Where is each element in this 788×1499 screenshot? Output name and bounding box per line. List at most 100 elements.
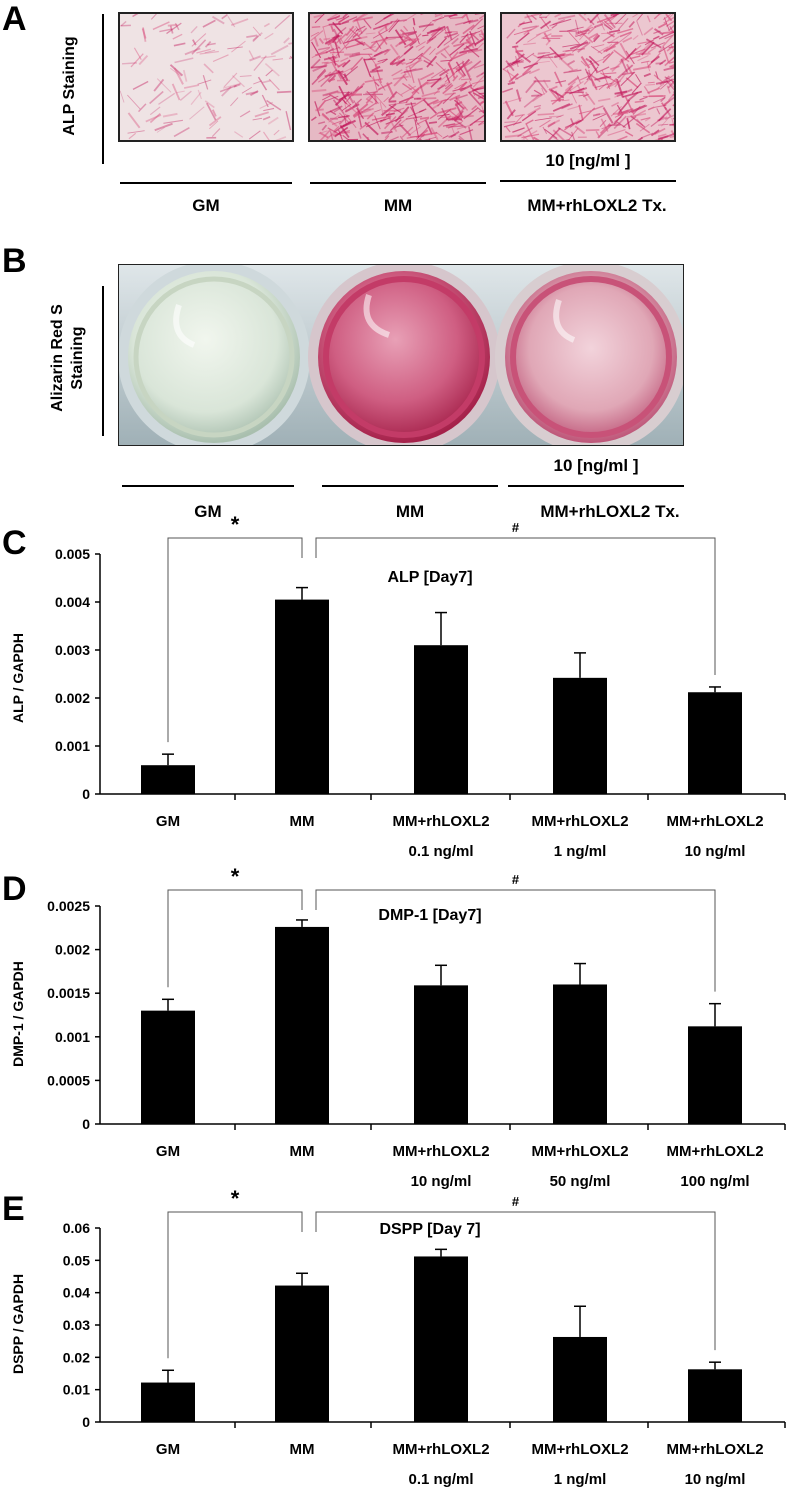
panel-a-letter: A	[2, 0, 27, 38]
stained-cell	[619, 31, 632, 38]
stained-cell	[341, 103, 352, 112]
stained-cell	[592, 113, 601, 117]
stained-cell	[369, 40, 378, 49]
stained-cell	[556, 114, 564, 119]
stained-cell	[352, 103, 369, 117]
stained-cell	[549, 85, 558, 91]
stained-cell	[417, 133, 426, 140]
stained-cell	[514, 113, 525, 118]
significance-marker: *	[231, 1186, 240, 1211]
stained-cell	[647, 106, 655, 111]
stained-cell	[505, 126, 511, 133]
stained-cell	[598, 97, 611, 102]
stained-cell	[519, 21, 533, 26]
stained-cell	[640, 117, 651, 121]
stained-cell	[145, 114, 162, 123]
bar	[553, 984, 607, 1124]
stained-cell	[432, 98, 447, 105]
stained-cell	[643, 72, 651, 78]
stained-cell	[645, 83, 656, 86]
stained-cell	[658, 46, 664, 53]
stained-cell	[439, 68, 450, 77]
stained-cell	[607, 128, 626, 137]
y-tick-label: 0.005	[55, 546, 90, 562]
stained-cell	[437, 37, 447, 49]
stained-cell	[389, 43, 399, 56]
stained-cell	[622, 71, 636, 76]
stained-cell	[199, 50, 219, 55]
stained-cell	[349, 28, 362, 40]
bar	[141, 1010, 195, 1124]
stained-cell	[212, 54, 229, 63]
stained-cell	[393, 72, 407, 87]
stained-cell	[265, 69, 273, 77]
x-tick-label: GM	[156, 1441, 180, 1458]
stained-cell	[170, 67, 182, 77]
stained-cell	[314, 101, 321, 117]
alp-photo-rhloxl2	[500, 12, 676, 142]
stained-cell	[631, 109, 647, 119]
stained-cell	[423, 136, 437, 140]
stained-cell	[342, 59, 351, 68]
stained-cell	[332, 99, 345, 115]
stained-cell	[444, 81, 451, 88]
stained-cell	[568, 80, 584, 93]
stained-cell	[447, 114, 462, 122]
stained-cell	[610, 14, 617, 17]
stained-cell	[408, 83, 420, 95]
stained-cell	[363, 42, 376, 53]
stained-cell	[643, 95, 663, 97]
stained-cell	[616, 104, 623, 114]
stained-cell	[666, 85, 671, 94]
stained-cell	[634, 100, 644, 104]
stained-cell	[535, 28, 552, 36]
stained-cell	[191, 39, 207, 55]
stained-cell	[624, 47, 637, 61]
stained-cell	[549, 46, 563, 60]
stained-cell	[603, 20, 614, 30]
y-tick-label: 0.03	[63, 1317, 90, 1333]
stained-cell	[310, 30, 324, 42]
stained-cell	[381, 130, 393, 135]
stained-cell	[662, 45, 670, 63]
stained-cell	[127, 94, 141, 110]
stained-cell	[283, 37, 290, 44]
stained-cell	[262, 131, 270, 140]
significance-bracket	[315, 889, 716, 992]
stained-cell	[511, 73, 519, 81]
y-tick-label: 0.04	[63, 1285, 90, 1301]
stained-cell	[653, 74, 665, 85]
stained-cell	[668, 24, 674, 32]
stained-cell	[542, 126, 548, 134]
stained-cell	[614, 72, 627, 88]
stained-cell	[223, 72, 238, 88]
stained-cell	[326, 14, 339, 21]
stained-cell	[415, 125, 430, 140]
stained-cell	[540, 20, 552, 30]
stained-cell	[315, 108, 324, 112]
stained-cell	[318, 121, 326, 125]
stained-cell	[128, 132, 137, 140]
stained-cell	[656, 108, 661, 115]
stained-cell	[541, 33, 552, 40]
stained-cell	[532, 60, 550, 64]
stained-cell	[329, 51, 345, 54]
stained-cell	[450, 125, 455, 134]
stained-cell	[478, 33, 484, 35]
stained-cell	[384, 24, 388, 32]
stained-cell	[239, 110, 251, 118]
stained-cell	[384, 115, 397, 130]
stained-cell	[543, 79, 549, 89]
stained-cell	[173, 67, 184, 85]
stained-cell	[602, 107, 614, 124]
y-tick-label: 0.0005	[47, 1072, 90, 1088]
stained-cell	[366, 90, 379, 104]
stained-cell	[532, 92, 546, 102]
bar	[141, 765, 195, 794]
stained-cell	[515, 32, 530, 45]
stained-cell	[509, 59, 525, 68]
stained-cell	[469, 19, 479, 24]
stained-cell	[338, 129, 343, 140]
stained-cell	[670, 63, 674, 68]
stained-cell	[502, 68, 519, 80]
